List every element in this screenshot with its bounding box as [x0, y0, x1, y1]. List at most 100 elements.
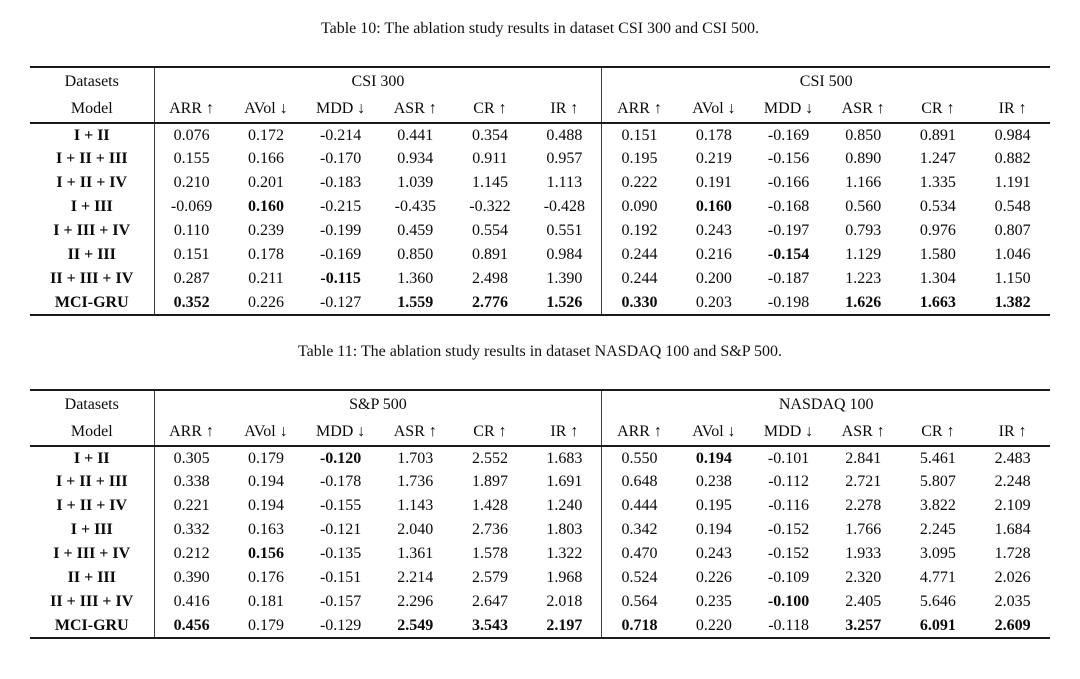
value-cell: 1.526: [546, 293, 583, 311]
value-cell: -0.118: [768, 616, 809, 634]
value-cell: 1.691: [546, 473, 583, 490]
value-cell: 0.976: [919, 222, 956, 239]
value-cell: 0.203: [695, 293, 732, 311]
value-cell: 0.166: [247, 150, 284, 167]
value-cell: 0.219: [695, 150, 732, 167]
value-cell: 1.803: [546, 521, 583, 538]
value-cell: 0.172: [247, 126, 284, 144]
value-cell: 1.683: [546, 449, 583, 467]
value-cell: 0.211: [248, 270, 284, 287]
value-cell: 2.647: [471, 593, 508, 610]
value-cell: -0.121: [319, 521, 362, 538]
metric-label: ARR ↑: [153, 95, 229, 124]
value-cell: 1.129: [845, 246, 882, 263]
value-cell: -0.109: [767, 569, 810, 586]
model-name: MCI-GRU: [54, 616, 129, 634]
metric-label: AVol ↓: [676, 418, 752, 447]
value-cell: 1.039: [397, 174, 434, 191]
value-cell: -0.151: [319, 569, 362, 586]
value-cell: 0.179: [247, 449, 284, 467]
value-cell: 0.244: [601, 243, 677, 267]
value-cell: 2.197: [546, 616, 583, 634]
value-cell: 2.841: [845, 449, 882, 467]
table-row: I + III + IV 0.212 0.156 -0.135 1.361 1.578 1.…: [30, 542, 1050, 566]
value-cell: 0.890: [845, 150, 882, 167]
value-cell: 3.257: [845, 616, 882, 634]
value-cell: 2.320: [845, 569, 882, 586]
value-cell: 1.933: [845, 545, 882, 562]
value-cell: 0.648: [601, 470, 677, 494]
value-cell: 2.776: [471, 293, 508, 311]
table11-ablation-sp500-nasdaq100: Datasets S&P 500 NASDAQ 100 Model ARR ↑ AVol …: [30, 389, 1050, 639]
datasets-corner-label: Datasets: [64, 72, 119, 90]
dataset-group-label: CSI 500: [601, 67, 1050, 95]
value-cell: 1.766: [845, 521, 882, 538]
dataset-group-label: NASDAQ 100: [601, 390, 1050, 418]
value-cell: 1.150: [994, 270, 1031, 287]
value-cell: -0.100: [767, 593, 810, 610]
table-row: MCI-GRU 0.352 0.226 -0.127 1.559 2.776 1.526 0.…: [30, 291, 1050, 315]
value-cell: 2.245: [919, 521, 956, 538]
value-cell: 1.304: [919, 270, 956, 287]
value-cell: 1.361: [397, 545, 434, 562]
value-cell: 0.163: [247, 521, 284, 538]
value-cell: 2.040: [397, 521, 434, 538]
table-body: I + II 0.076 0.172 -0.214 0.441 0.354 0.488 0.1…: [30, 123, 1050, 315]
metric-label: IR ↑: [975, 95, 1050, 124]
value-cell: 0.456: [153, 614, 229, 638]
value-cell: 0.354: [471, 126, 508, 144]
value-cell: 0.176: [247, 569, 284, 586]
value-cell: 1.382: [994, 293, 1031, 311]
value-cell: 0.551: [546, 222, 583, 239]
header-metrics-row: Model ARR ↑ AVol ↓ MDD ↓ ASR ↑ CR ↑ IR ↑ ARR ↑ A…: [30, 95, 1050, 124]
value-cell: 1.240: [546, 497, 583, 514]
value-cell: 0.305: [153, 446, 229, 470]
value-cell: -0.127: [319, 293, 362, 311]
value-cell: 1.247: [919, 150, 956, 167]
value-cell: 0.911: [472, 150, 508, 167]
model-name: I + II + III: [55, 150, 128, 167]
model-name: II + III + IV: [50, 270, 134, 287]
metric-label: CR ↑: [900, 418, 976, 447]
value-cell: 0.191: [695, 174, 732, 191]
metric-label: ASR ↑: [377, 418, 453, 447]
value-cell: -0.101: [767, 449, 810, 467]
value-cell: -0.178: [319, 473, 362, 490]
value-cell: 0.390: [153, 566, 229, 590]
value-cell: 0.160: [247, 198, 284, 215]
value-cell: 0.192: [601, 219, 677, 243]
value-cell: 0.226: [695, 569, 732, 586]
datasets-corner-label: Datasets: [64, 395, 119, 413]
table-row: I + II + IV 0.210 0.201 -0.183 1.039 1.145 1.1…: [30, 171, 1050, 195]
value-cell: 0.342: [601, 518, 677, 542]
model-name: I + II: [73, 449, 110, 467]
value-cell: 0.155: [153, 147, 229, 171]
table11-caption: Table 11: The ablation study results in …: [297, 343, 782, 360]
value-cell: -0.214: [319, 126, 362, 144]
model-name: II + III: [67, 246, 116, 263]
value-cell: 2.214: [397, 569, 434, 586]
value-cell: 1.968: [546, 569, 583, 586]
value-cell: 0.194: [247, 473, 284, 490]
metric-label: IR ↑: [975, 418, 1050, 447]
metric-label: MDD ↓: [751, 95, 826, 124]
value-cell: 1.145: [471, 174, 508, 191]
value-cell: 0.151: [153, 243, 229, 267]
value-cell: 0.110: [153, 219, 229, 243]
metric-label: ASR ↑: [825, 418, 901, 447]
value-cell: 0.287: [153, 267, 229, 291]
value-cell: 2.483: [994, 449, 1031, 467]
value-cell: 0.235: [695, 593, 732, 610]
value-cell: -0.069: [153, 195, 229, 219]
value-cell: 2.296: [397, 593, 434, 610]
value-cell: 2.721: [845, 473, 882, 490]
value-cell: 2.026: [994, 569, 1031, 586]
value-cell: 0.160: [695, 198, 732, 215]
value-cell: 0.338: [153, 470, 229, 494]
value-cell: 0.178: [247, 246, 284, 263]
metric-label: AVol ↓: [228, 418, 304, 447]
table-header: Datasets S&P 500 NASDAQ 100 Model ARR ↑ AVol …: [30, 390, 1050, 447]
value-cell: 0.200: [695, 270, 732, 287]
model-name: II + III: [67, 569, 116, 586]
value-cell: 1.390: [546, 270, 583, 287]
